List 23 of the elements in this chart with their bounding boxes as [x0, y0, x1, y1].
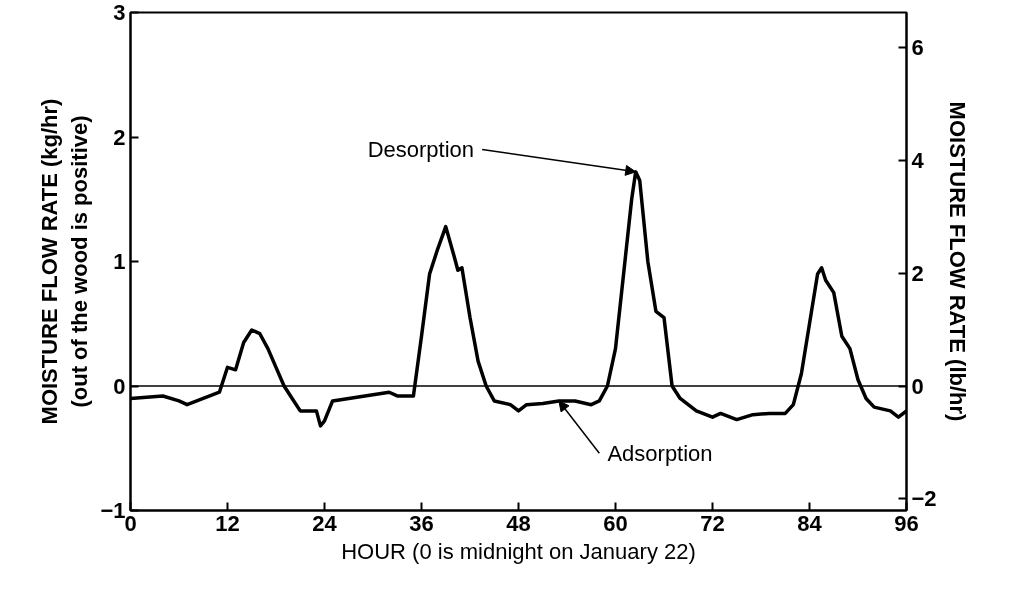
y2-tick-label: −2	[911, 486, 937, 512]
x-tick-label: 12	[215, 510, 240, 536]
annotation: Adsorption	[607, 440, 713, 466]
y-axis-title: MOISTURE FLOW RATE (kg/hr) (out of the wood is positive)	[37, 98, 93, 425]
y2-axis-title: MOISTURE FLOW RATE (lb/hr)	[944, 101, 970, 422]
y-tick-label: 0	[113, 373, 126, 399]
y-tick-label: −1	[100, 498, 126, 523]
y-tick-label: 2	[113, 124, 126, 150]
x-tick-label: 96	[894, 510, 919, 536]
y2-tick-label: 6	[911, 34, 924, 60]
y-tick-label: 3	[113, 0, 126, 25]
x-tick-label: 72	[700, 510, 725, 536]
y2-tick-label: 4	[911, 147, 925, 173]
x-tick-label: 24	[312, 510, 338, 536]
x-tick-label: 48	[506, 510, 531, 536]
x-tick-label: 60	[603, 510, 628, 536]
annotation: Desorption	[367, 136, 475, 162]
x-axis-title: HOUR (0 is midnight on January 22)	[341, 538, 696, 564]
y2-tick-label: 0	[911, 373, 924, 399]
y-tick-label: 1	[113, 249, 126, 274]
x-tick-label: 84	[797, 510, 823, 536]
x-tick-label: 36	[409, 510, 434, 536]
y2-tick-label: 2	[911, 260, 924, 286]
